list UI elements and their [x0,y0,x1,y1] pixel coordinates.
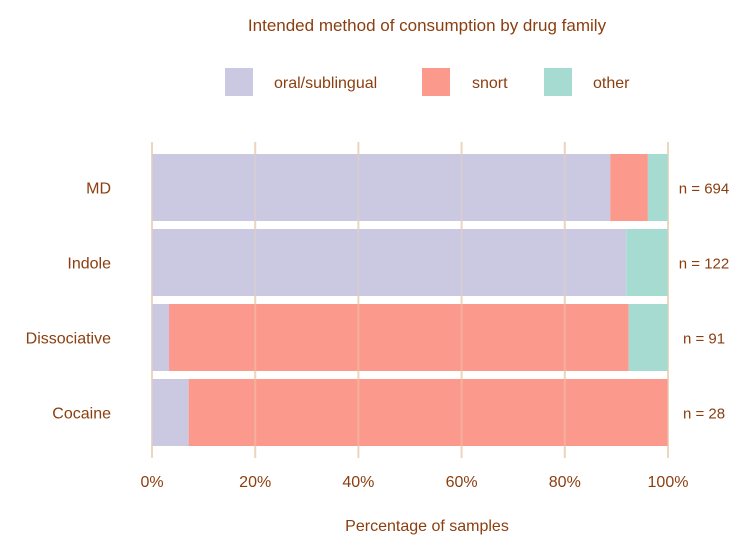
x-axis-label: Percentage of samples [345,518,509,535]
chart-title: Intended method of consumption by drug f… [248,16,607,35]
y-tick-label: Dissociative [26,331,111,348]
x-tick-label: 40% [342,474,374,491]
n-label: n = 91 [683,331,725,348]
bar-md-other [647,154,668,221]
legend-label: oral/sublingual [274,75,377,92]
bars [152,154,669,446]
legend-swatch-other [544,68,572,96]
n-label: n = 28 [683,406,725,423]
x-tick-label: 60% [446,474,478,491]
x-tick-labels: 0% 20% 40% 60% 80% 100% [140,474,688,491]
y-tick-label: Cocaine [52,406,111,423]
bar-cocaine-snort [188,379,669,446]
x-tick-label: 0% [140,474,163,491]
legend-label: other [593,75,630,92]
n-label: n = 694 [679,181,729,198]
x-tick-label: 100% [648,474,689,491]
y-tick-label: MD [86,181,111,198]
y-tick-label: Indole [67,256,111,273]
bar-indole-other [626,229,668,296]
gridlines-overlay [151,142,669,458]
legend: oral/sublingual snort other [225,68,630,96]
legend-swatch-snort [422,68,450,96]
n-label: n = 122 [679,256,729,273]
bar-dissociative-oral-sublingual [152,304,170,371]
n-labels: n = 694 n = 122 n = 91 n = 28 [679,181,729,423]
x-tick-label: 20% [239,474,271,491]
bar-indole-oral-sublingual [152,229,627,296]
bar-dissociative-other [628,304,668,371]
x-tick-label: 80% [549,474,581,491]
y-tick-labels: MD Indole Dissociative Cocaine [26,181,111,423]
bar-md-snort [610,154,648,221]
legend-swatch-oral-sublingual [225,68,253,96]
legend-label: snort [472,75,508,92]
bar-md-oral-sublingual [152,154,611,221]
bar-dissociative-snort [169,304,629,371]
bar-cocaine-oral-sublingual [152,379,189,446]
